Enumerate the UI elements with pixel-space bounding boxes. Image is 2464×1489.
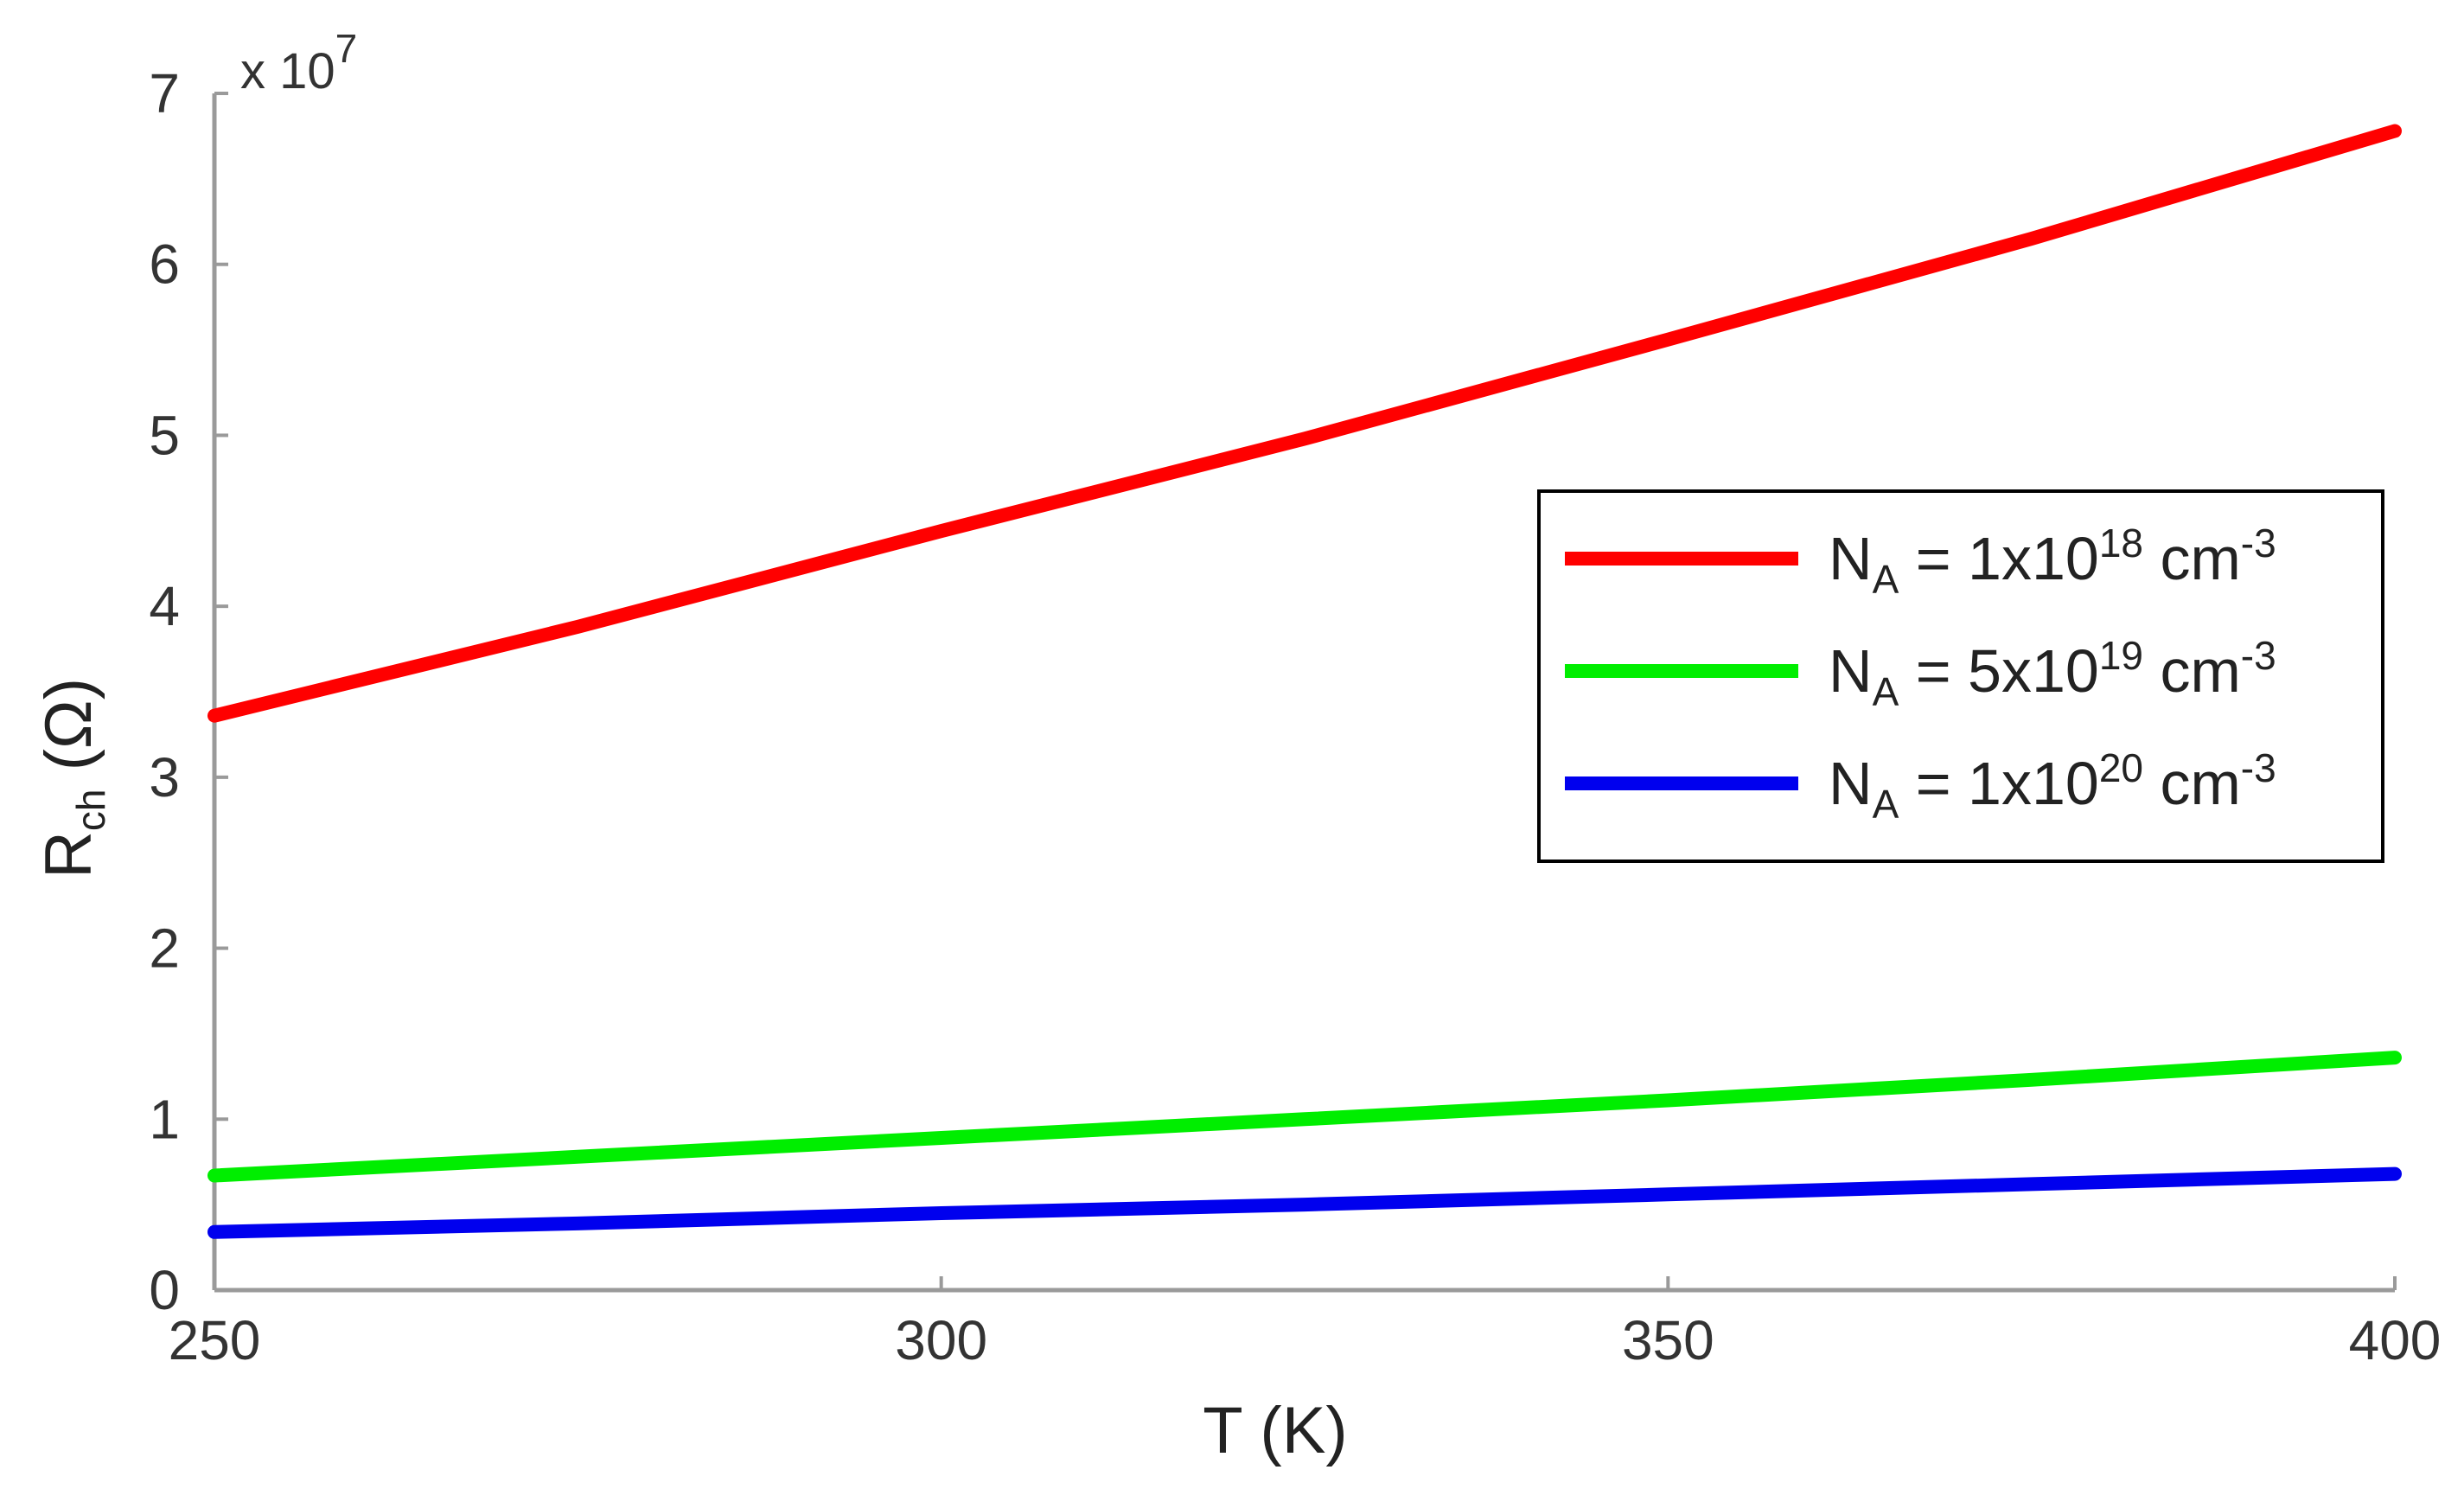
legend-entry-na-1e20: NA = 1x1020 cm-3 [1829, 745, 2276, 827]
y-axis-label: Rch (Ω) [32, 678, 113, 879]
series-lines [207, 124, 2402, 1239]
x-tick-label: 350 [1622, 1309, 1714, 1371]
x-tick-label: 300 [895, 1309, 987, 1371]
series-line-na-1e20 [207, 1166, 2402, 1239]
ticks: 250 300 350 400 0 1 2 3 4 5 6 7 [149, 62, 2441, 1371]
y-tick-label: 2 [149, 917, 180, 980]
series-line-na-5e19 [207, 1051, 2402, 1183]
y-tick-label: 1 [149, 1088, 180, 1150]
y-tick-label: 4 [149, 575, 180, 637]
x-axis-label: T (K) [1203, 1394, 1347, 1467]
x-tick-label: 400 [2349, 1309, 2442, 1371]
y-tick-label: 7 [149, 62, 180, 125]
axes [212, 93, 2395, 1293]
y-tick-label: 6 [149, 233, 180, 296]
y-tick-label: 5 [149, 404, 180, 466]
series-line-na-1e18 [207, 124, 2402, 723]
y-tick-label: 3 [149, 746, 180, 808]
y-multiplier-label: x 107 [240, 26, 357, 99]
legend: NA = 1x1018 cm-3 NA = 5x1019 cm-3 NA = 1… [1537, 489, 2384, 863]
legend-entry-na-1e18: NA = 1x1018 cm-3 [1829, 521, 2276, 602]
y-tick-label: 0 [149, 1259, 180, 1321]
x-tick-label: 250 [169, 1309, 261, 1371]
legend-entry-na-5e19: NA = 5x1019 cm-3 [1829, 633, 2276, 714]
